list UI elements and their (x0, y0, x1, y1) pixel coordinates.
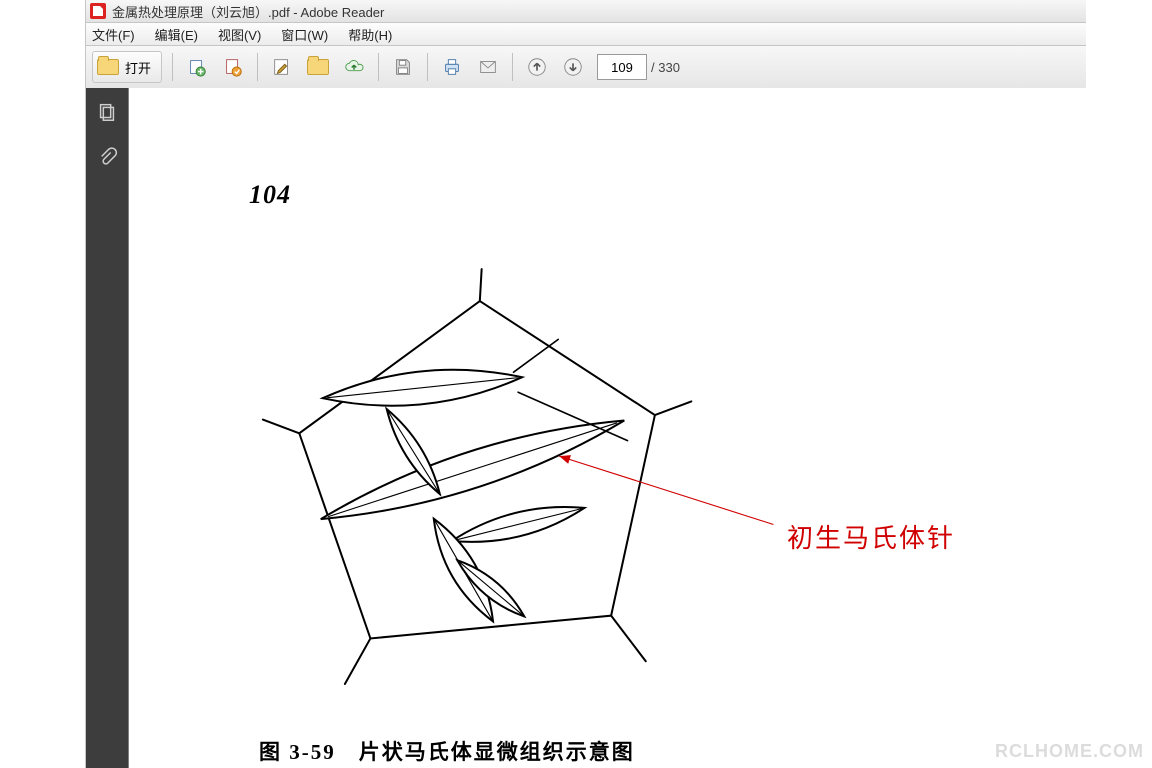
window-title: 金属热处理原理（刘云旭）.pdf - Adobe Reader (112, 2, 384, 21)
print-button[interactable] (437, 52, 467, 82)
page-down-button[interactable] (558, 52, 588, 82)
nav-sidebar (86, 88, 128, 768)
menu-edit[interactable]: 编辑(E) (155, 25, 198, 44)
page-up-button[interactable] (522, 52, 552, 82)
floppy-disk-icon (392, 56, 414, 78)
paperclip-icon (96, 147, 118, 169)
menu-view[interactable]: 视图(V) (218, 25, 261, 44)
menu-window[interactable]: 窗口(W) (281, 25, 328, 44)
arrow-up-circle-icon (526, 56, 548, 78)
export-pdf-button[interactable] (182, 52, 212, 82)
content-area: 104 初生马氏体针 图 3-59 片状马氏体显微组织示意图 (86, 88, 1086, 768)
save-button[interactable] (388, 52, 418, 82)
annotation-label: 初生马氏体针 (787, 518, 955, 555)
sign-button[interactable] (267, 52, 297, 82)
open-button-label: 打开 (125, 58, 151, 77)
pages-stack-icon (96, 101, 118, 123)
toolbar: 打开 (86, 46, 1086, 89)
figure-caption: 图 3-59 片状马氏体显微组织示意图 (259, 736, 635, 766)
attachments-panel-button[interactable] (93, 144, 121, 172)
watermark: RCLHOME.COM (995, 741, 1144, 762)
thumbnails-panel-button[interactable] (93, 98, 121, 126)
toolbar-separator (257, 53, 258, 81)
folder-open-icon (97, 59, 119, 75)
menu-file[interactable]: 文件(F) (92, 25, 135, 44)
document-view[interactable]: 104 初生马氏体针 图 3-59 片状马氏体显微组织示意图 (128, 88, 1086, 768)
export-pdf-icon (186, 56, 208, 78)
title-bar: 金属热处理原理（刘云旭）.pdf - Adobe Reader (86, 0, 1086, 23)
create-pdf-button[interactable] (218, 52, 248, 82)
folder-icon (307, 59, 329, 75)
cloud-upload-icon (343, 56, 365, 78)
toolbar-separator (512, 53, 513, 81)
toolbar-separator (172, 53, 173, 81)
martensite-diagram (199, 248, 819, 728)
page-number-input[interactable] (597, 54, 647, 80)
create-pdf-icon (222, 56, 244, 78)
pdf-file-icon (90, 3, 106, 19)
pencil-page-icon (271, 56, 293, 78)
toolbar-separator (427, 53, 428, 81)
arrow-down-circle-icon (562, 56, 584, 78)
outer-whitespace (0, 0, 85, 768)
email-button[interactable] (473, 52, 503, 82)
open-folder-button[interactable] (303, 52, 333, 82)
adobe-reader-window: 金属热处理原理（刘云旭）.pdf - Adobe Reader 文件(F) 编辑… (85, 0, 1086, 768)
toolbar-separator (378, 53, 379, 81)
envelope-icon (477, 56, 499, 78)
page-total-label: / 330 (651, 60, 680, 75)
menu-bar: 文件(F) 编辑(E) 视图(V) 窗口(W) 帮助(H) (86, 23, 1086, 46)
page-corner-number: 104 (249, 180, 291, 210)
menu-help[interactable]: 帮助(H) (348, 25, 392, 44)
cloud-upload-button[interactable] (339, 52, 369, 82)
open-button[interactable]: 打开 (92, 51, 162, 83)
printer-icon (441, 56, 463, 78)
